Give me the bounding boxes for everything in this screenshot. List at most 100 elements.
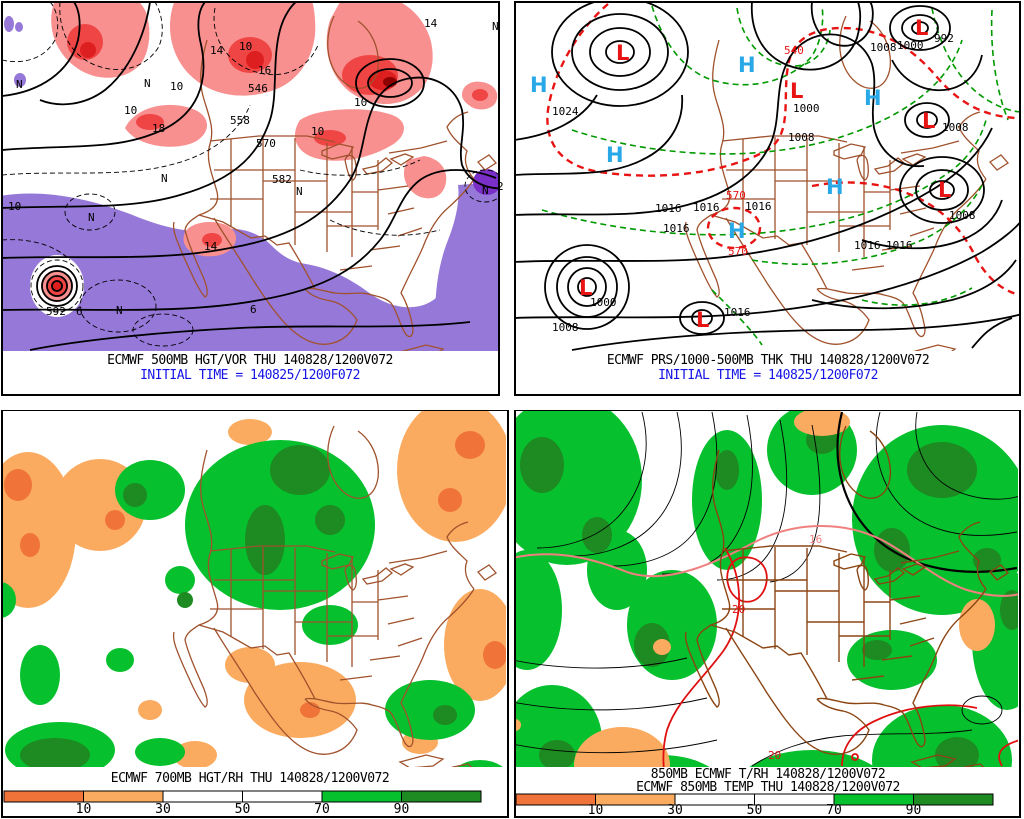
- colorbar-tick: 10: [588, 803, 604, 818]
- contour-label: N: [161, 172, 168, 185]
- colorbar-tick: 70: [314, 802, 330, 817]
- low-marker: L: [915, 16, 928, 40]
- contour-label: 1008: [870, 41, 897, 54]
- panel-850mb-temp-rh: 16 20 20 10 30 50 70 90 850MB ECMWF T/RH 14082…: [512, 410, 1024, 819]
- contour-label: N: [88, 211, 95, 224]
- contour-label: 1016: [693, 201, 720, 214]
- contour-label: 6: [250, 303, 257, 316]
- colorbar-tick: 70: [826, 803, 842, 818]
- panel-border: [514, 1, 1021, 396]
- colorbar-segment: [833, 793, 914, 806]
- contour-label: 1008: [942, 121, 969, 134]
- contour-label: 1008: [788, 131, 815, 144]
- vorticity-shading: [3, 3, 498, 351]
- contour-label: 10: [170, 80, 183, 93]
- colorbar-tick: 30: [155, 802, 171, 817]
- height-contours: [3, 3, 498, 351]
- high-marker: H: [738, 53, 756, 77]
- colorbar-tick: 50: [747, 803, 763, 818]
- colorbar-tick: 10: [76, 802, 92, 817]
- temperature-contours: [515, 525, 1018, 767]
- contour-label: 14: [204, 240, 218, 253]
- contour-label: 20: [732, 603, 745, 616]
- contour-label: N: [492, 20, 499, 33]
- contour-label: 6: [76, 305, 83, 318]
- contour-label: 1016: [655, 202, 682, 215]
- contour-label: N: [296, 185, 303, 198]
- colorbar-tick: 30: [667, 803, 683, 818]
- panel-subtitle: INITIAL TIME = 140825/1200F072: [658, 368, 878, 383]
- contour-label: 1016: [724, 306, 751, 319]
- contour-label: 14: [210, 44, 224, 57]
- contour-label: 14: [424, 17, 438, 30]
- contour-label: 16: [809, 533, 822, 546]
- map-labels: 14 10 16 546 10 N 10 558 18 570 14 10 10 582 N N N 10 N 14 N…: [8, 17, 504, 318]
- contour-label: 592: [46, 305, 66, 318]
- colorbar-tick: 90: [394, 802, 410, 817]
- contour-label: 1016: [854, 239, 881, 252]
- panel-700mb-rh: 10 30 50 70 90 ECMWF 700MB HGT/RH THU 140828…: [0, 410, 512, 819]
- contour-label: 10: [8, 200, 21, 213]
- high-marker: H: [826, 175, 844, 199]
- colorbar-segment: [83, 790, 164, 803]
- contour-label: 582: [272, 173, 292, 186]
- panel-mslp-thickness: 1024 1008 1000 992 540 1016 1016 1016 1016 570 570…: [512, 0, 1024, 410]
- contour-label: 1016: [663, 222, 690, 235]
- high-marker: H: [864, 86, 882, 110]
- panel-title: ECMWF PRS/1000-500MB THK THU 140828/1200…: [607, 353, 929, 368]
- low-marker: L: [579, 276, 592, 300]
- panel-title-2: ECMWF 850MB TEMP THU 140828/1200V072: [636, 780, 900, 795]
- contour-label: N: [144, 77, 151, 90]
- thickness-contours-red: [546, 3, 1017, 296]
- colorbar-tick: 50: [235, 802, 251, 817]
- colorbar-segment: [515, 793, 596, 806]
- low-marker: L: [696, 308, 709, 332]
- contour-label: 10: [311, 125, 324, 138]
- high-marker: H: [530, 73, 548, 97]
- contour-label: 18: [152, 122, 165, 135]
- low-marker: L: [790, 79, 803, 103]
- contour-label: 570: [256, 137, 276, 150]
- colorbar-segment: [242, 790, 323, 803]
- colorbar-segment: [913, 793, 994, 806]
- thickness-contours-green: [541, 5, 1019, 346]
- contour-label: 1008: [949, 209, 976, 222]
- contour-label: 546: [248, 82, 268, 95]
- contour-label: 570: [726, 189, 746, 202]
- contour-label: 10: [239, 40, 252, 53]
- contour-label: N: [16, 78, 23, 91]
- panel-500mb-height-vorticity: 14 10 16 546 10 N 10 558 18 570 14 10 10 582 N N N 10 N 14 N…: [0, 0, 512, 410]
- map-500mb-height-vorticity: 14 10 16 546 10 N 10 558 18 570 14 10 10 582 N N N 10 N 14 N…: [1, 1, 504, 396]
- colorbar-segment: [754, 793, 835, 806]
- contour-label: 2: [497, 180, 504, 193]
- low-marker: L: [922, 109, 935, 133]
- low-marker: L: [616, 41, 629, 65]
- panel-subtitle: INITIAL TIME = 140825/1200F072: [140, 368, 360, 383]
- contour-label: 992: [934, 32, 954, 45]
- high-marker: H: [606, 143, 624, 167]
- humidity-shading: [515, 411, 1018, 767]
- pressure-markers: L H H H L H L L H H L L L: [530, 16, 951, 332]
- rh-colorbar: 10 30 50 70 90: [515, 793, 994, 818]
- colorbar-segment: [3, 790, 84, 803]
- panel-border: [514, 410, 1021, 818]
- contour-label: 1024: [552, 105, 579, 118]
- contour-label: 540: [784, 44, 804, 57]
- humidity-shading: [3, 411, 506, 767]
- panel-border: [1, 1, 500, 396]
- low-marker: L: [938, 178, 951, 202]
- contour-label: 570: [728, 245, 748, 258]
- contour-label: 1000: [897, 39, 924, 52]
- colorbar-tick: 90: [906, 803, 922, 818]
- contour-label: 20: [768, 749, 781, 762]
- map-700mb-rh: 10 30 50 70 90 ECMWF 700MB HGT/RH THU 140828…: [1, 410, 509, 818]
- isobar-contours: [516, 3, 1019, 351]
- contour-label: 1016: [745, 200, 772, 213]
- high-marker: H: [728, 219, 746, 243]
- contour-label: N: [116, 304, 123, 317]
- panel-title: ECMWF 500MB HGT/VOR THU 140828/1200V072: [107, 353, 393, 368]
- contour-label: 1000: [590, 296, 617, 309]
